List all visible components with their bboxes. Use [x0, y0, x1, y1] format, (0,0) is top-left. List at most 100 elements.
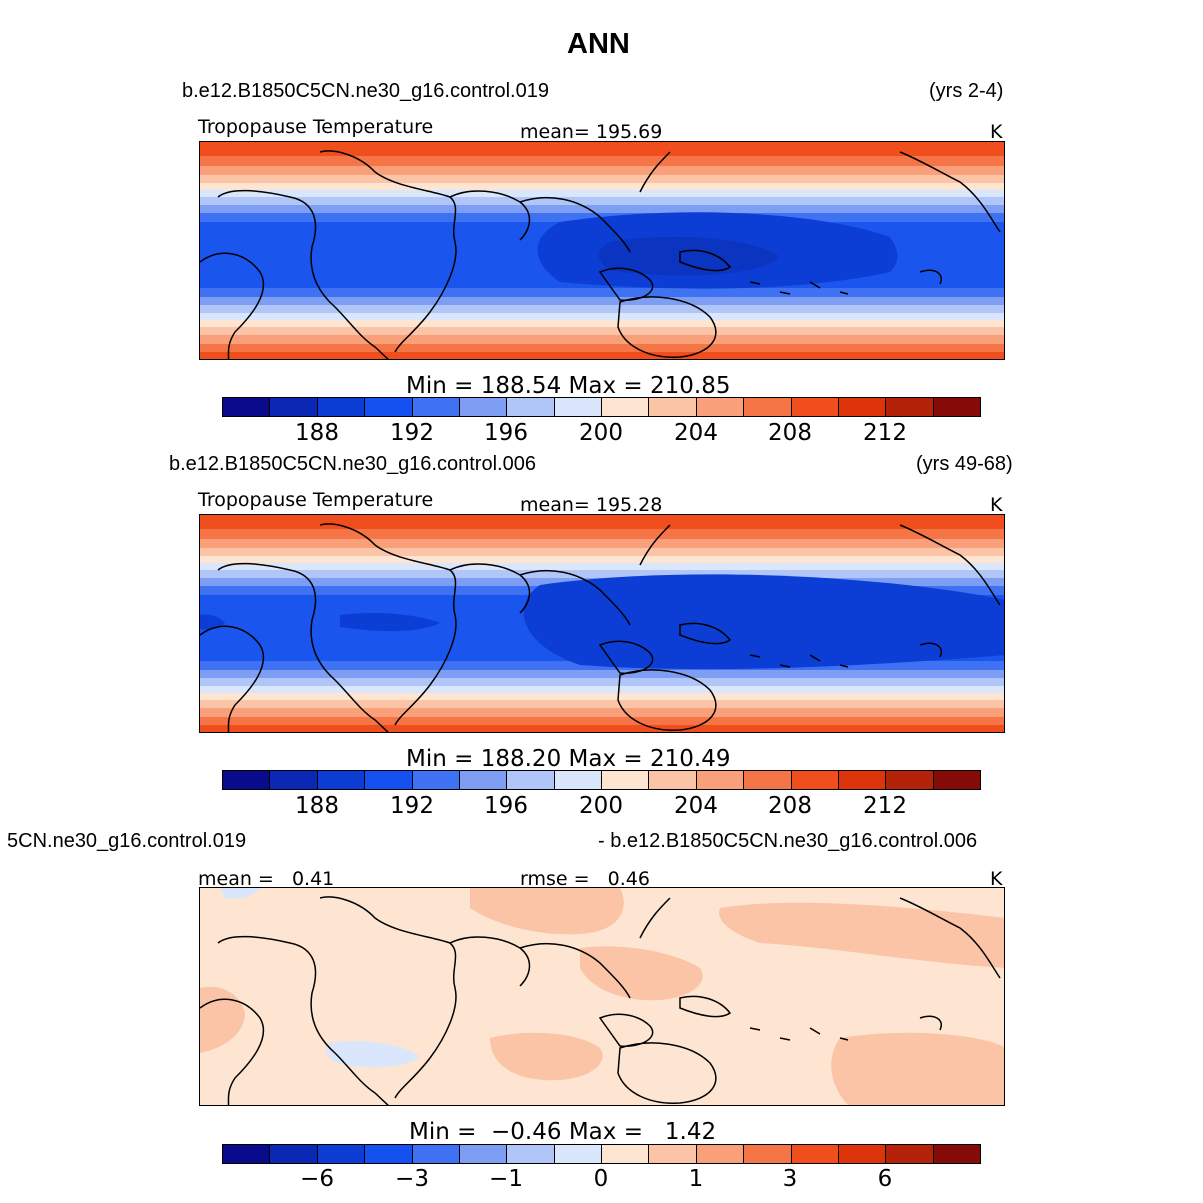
min-max-readout: Min = 188.54 Max = 210.85 — [406, 373, 731, 399]
colorbar-tick: 208 — [768, 793, 812, 819]
contour-band — [200, 344, 1004, 352]
colorbar-swatch — [791, 398, 839, 416]
rmse-label: rmse = 0.46 — [520, 868, 650, 890]
colorbar-swatch — [412, 398, 460, 416]
colorbar — [222, 397, 981, 417]
colorbar-swatch — [317, 771, 366, 789]
contour-band — [598, 236, 780, 276]
colorbar-swatch — [270, 1145, 318, 1163]
contour-band — [200, 693, 1004, 700]
contour-band — [200, 297, 1004, 305]
colorbar-tick: 212 — [863, 420, 907, 446]
colorbar-swatch — [791, 771, 839, 789]
colorbar-tick: 192 — [390, 420, 434, 446]
colorbar-swatch — [365, 1145, 413, 1163]
colorbar-swatch — [886, 771, 934, 789]
contour-band — [200, 986, 245, 1053]
colorbar-swatch — [933, 398, 980, 416]
colorbar-swatch — [412, 1145, 460, 1163]
colorbar-swatch — [412, 771, 460, 789]
contour-band — [200, 678, 1004, 686]
case-years: (yrs 2-4) — [929, 80, 1004, 102]
case-name-left: b.e12.B1850C5CN.ne30_g16.control.019 — [182, 80, 549, 102]
colorbar-swatch — [270, 398, 318, 416]
mean-label: mean= 195.28 — [520, 494, 663, 516]
contour-band — [200, 725, 1004, 732]
coastlines — [200, 896, 1001, 1105]
variable-label: Tropopause Temperature — [198, 489, 434, 511]
colorbar-swatch — [365, 771, 413, 789]
min-value: 188.54 — [480, 373, 562, 399]
colorbar-swatch — [838, 1145, 887, 1163]
colorbar-swatch — [507, 1145, 555, 1163]
contour-band — [200, 288, 1004, 297]
mean-value: 195.28 — [595, 494, 663, 516]
colorbar-swatch — [270, 771, 318, 789]
contour-band — [200, 175, 1004, 183]
colorbar-tick: 196 — [484, 420, 528, 446]
contour-band — [200, 548, 1004, 556]
contour-band — [580, 946, 703, 1001]
colorbar-tick: 192 — [390, 793, 434, 819]
contour-band — [200, 352, 1004, 359]
colorbar-swatch — [933, 771, 980, 789]
colorbar — [222, 770, 981, 790]
colorbar-tick: 6 — [877, 1166, 893, 1192]
colorbar-tick: 0 — [593, 1166, 609, 1192]
contour-band — [490, 1032, 603, 1081]
tropopause-temperature-map-2 — [199, 514, 1005, 733]
units-label: K — [990, 868, 1003, 890]
colorbar-swatch — [886, 398, 934, 416]
max-value: 1.42 — [664, 1119, 717, 1145]
case-name-left: 5CN.ne30_g16.control.019 — [7, 830, 247, 852]
max-value: 210.85 — [649, 373, 731, 399]
colorbar-swatch — [459, 771, 508, 789]
contour-band — [200, 166, 1004, 175]
colorbar-swatch — [365, 398, 413, 416]
contour-band — [200, 717, 1004, 725]
contour-band — [470, 888, 624, 935]
contour-band — [200, 305, 1004, 313]
colorbar-tick: 188 — [295, 793, 339, 819]
colorbar-tick: −6 — [300, 1166, 334, 1192]
contour-band — [200, 529, 1004, 539]
contour-band — [200, 708, 1004, 717]
mean-value: 0.41 — [291, 868, 335, 890]
contour-band — [719, 902, 1004, 968]
contour-band — [200, 563, 1004, 570]
colorbar-swatch — [554, 398, 602, 416]
contour-band — [200, 313, 1004, 320]
contour-band — [200, 142, 1004, 156]
coastlines — [200, 150, 1001, 359]
colorbar-swatch — [459, 398, 508, 416]
colorbar-tick: −1 — [489, 1166, 523, 1192]
colorbar-swatch — [838, 398, 887, 416]
contour-band — [200, 570, 1004, 578]
case-name-left: b.e12.B1850C5CN.ne30_g16.control.006 — [169, 453, 536, 475]
colorbar-swatch — [744, 398, 792, 416]
colorbar-swatch — [744, 1145, 792, 1163]
max-value: 210.49 — [649, 746, 731, 772]
colorbar-swatch — [649, 398, 697, 416]
colorbar-swatch — [602, 771, 650, 789]
contour-band — [200, 614, 225, 630]
units-label: K — [990, 121, 1003, 143]
colorbar-swatch — [791, 1145, 839, 1163]
contour-band — [200, 190, 1004, 197]
colorbar-swatch — [649, 1145, 697, 1163]
colorbar-swatch — [838, 771, 887, 789]
colorbar-tick: 188 — [295, 420, 339, 446]
units-label: K — [990, 494, 1003, 516]
colorbar-tick: 3 — [782, 1166, 798, 1192]
colorbar — [222, 1144, 981, 1164]
colorbar-swatch — [554, 1145, 602, 1163]
contour-band — [200, 686, 1004, 693]
contour-band — [200, 197, 1004, 205]
colorbar-swatch — [554, 771, 602, 789]
min-max-readout: Min = −0.46 Max = 1.42 — [409, 1119, 717, 1145]
colorbar-tick: 200 — [579, 420, 623, 446]
contour-band — [200, 156, 1004, 166]
rmse-value: 0.46 — [607, 868, 650, 890]
contour-band — [200, 320, 1004, 327]
contour-band — [200, 205, 1004, 213]
